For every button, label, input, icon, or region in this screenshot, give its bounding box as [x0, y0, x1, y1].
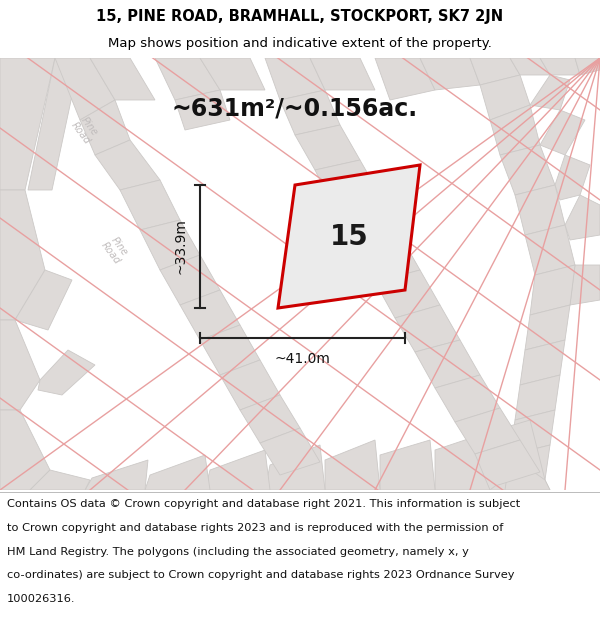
Polygon shape — [470, 58, 520, 85]
Polygon shape — [570, 265, 600, 305]
Polygon shape — [295, 125, 360, 170]
Polygon shape — [505, 455, 550, 490]
Polygon shape — [315, 160, 380, 210]
Polygon shape — [395, 305, 460, 352]
Polygon shape — [375, 58, 435, 100]
Text: Map shows position and indicative extent of the property.: Map shows position and indicative extent… — [108, 37, 492, 50]
Polygon shape — [55, 58, 115, 120]
Polygon shape — [80, 100, 130, 155]
Polygon shape — [415, 340, 480, 388]
Polygon shape — [120, 180, 180, 230]
Text: to Crown copyright and database rights 2023 and is reproduced with the permissio: to Crown copyright and database rights 2… — [7, 523, 503, 533]
Polygon shape — [85, 460, 148, 490]
Polygon shape — [0, 410, 50, 490]
Polygon shape — [265, 445, 325, 490]
Polygon shape — [278, 165, 420, 308]
Polygon shape — [0, 320, 40, 410]
Polygon shape — [375, 270, 440, 318]
Polygon shape — [265, 58, 325, 100]
Polygon shape — [480, 420, 550, 490]
Polygon shape — [310, 58, 375, 90]
Text: ~631m²/~0.156ac.: ~631m²/~0.156ac. — [172, 96, 418, 120]
Polygon shape — [435, 435, 490, 490]
Text: ~41.0m: ~41.0m — [275, 352, 331, 366]
Text: HM Land Registry. The polygons (including the associated geometry, namely x, y: HM Land Registry. The polygons (includin… — [7, 547, 469, 557]
Polygon shape — [95, 140, 160, 190]
Polygon shape — [220, 360, 280, 410]
Polygon shape — [565, 195, 600, 240]
Polygon shape — [0, 190, 45, 320]
Polygon shape — [575, 58, 600, 75]
Polygon shape — [490, 105, 540, 155]
Text: Pine
Road: Pine Road — [69, 114, 101, 146]
Polygon shape — [455, 408, 520, 454]
Polygon shape — [380, 440, 435, 490]
Polygon shape — [200, 58, 265, 90]
Polygon shape — [38, 350, 95, 395]
Polygon shape — [510, 58, 550, 75]
Polygon shape — [530, 265, 575, 315]
Polygon shape — [500, 145, 555, 195]
Polygon shape — [240, 395, 300, 443]
Polygon shape — [530, 75, 570, 110]
Polygon shape — [540, 58, 580, 75]
Polygon shape — [90, 58, 155, 100]
Polygon shape — [175, 90, 230, 130]
Polygon shape — [355, 235, 420, 282]
Polygon shape — [15, 270, 72, 330]
Polygon shape — [200, 325, 260, 375]
Text: 15: 15 — [330, 223, 369, 251]
Polygon shape — [520, 340, 565, 385]
Polygon shape — [145, 455, 210, 490]
Polygon shape — [420, 58, 480, 90]
Polygon shape — [515, 185, 565, 235]
Polygon shape — [205, 450, 270, 490]
Text: co-ordinates) are subject to Crown copyright and database rights 2023 Ordnance S: co-ordinates) are subject to Crown copyr… — [7, 571, 515, 581]
Polygon shape — [475, 440, 540, 490]
Polygon shape — [140, 220, 200, 270]
Polygon shape — [28, 58, 80, 190]
Polygon shape — [540, 110, 585, 155]
Polygon shape — [180, 290, 240, 340]
Text: 100026316.: 100026316. — [7, 594, 76, 604]
Polygon shape — [335, 195, 400, 245]
Text: ~33.9m: ~33.9m — [174, 219, 188, 274]
Polygon shape — [555, 155, 590, 200]
Polygon shape — [325, 440, 380, 490]
Polygon shape — [160, 255, 220, 305]
Polygon shape — [280, 90, 340, 135]
Polygon shape — [155, 58, 220, 100]
Text: 15, PINE ROAD, BRAMHALL, STOCKPORT, SK7 2JN: 15, PINE ROAD, BRAMHALL, STOCKPORT, SK7 … — [97, 9, 503, 24]
Text: Pine
Road: Pine Road — [99, 234, 131, 266]
Polygon shape — [505, 445, 550, 490]
Polygon shape — [525, 305, 570, 350]
Polygon shape — [260, 428, 320, 475]
Text: Contains OS data © Crown copyright and database right 2021. This information is : Contains OS data © Crown copyright and d… — [7, 499, 520, 509]
Polygon shape — [525, 225, 575, 275]
Polygon shape — [30, 470, 90, 490]
Polygon shape — [510, 410, 555, 455]
Polygon shape — [0, 58, 55, 190]
Polygon shape — [515, 375, 560, 420]
Polygon shape — [480, 75, 530, 120]
Polygon shape — [435, 375, 500, 422]
